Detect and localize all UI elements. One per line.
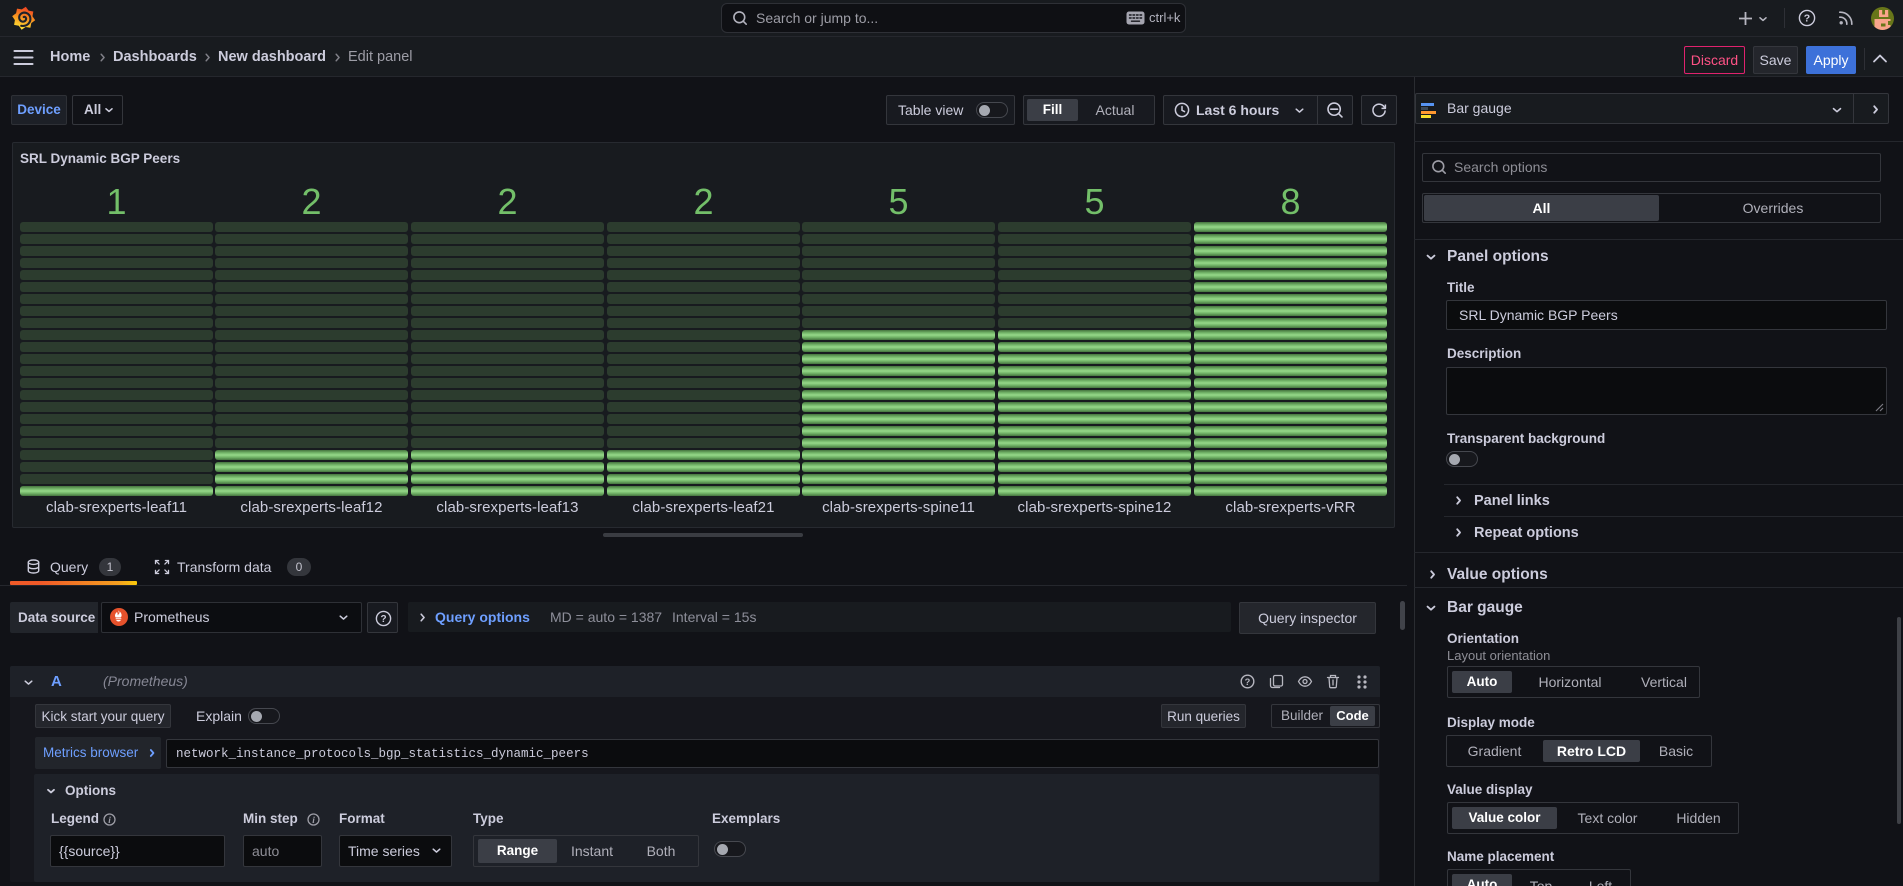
svg-text:i: i xyxy=(312,816,315,826)
svg-text:?: ? xyxy=(380,614,386,625)
svg-text:?: ? xyxy=(1245,677,1251,687)
svg-text:?: ? xyxy=(1804,13,1810,25)
svg-text:i: i xyxy=(108,816,111,826)
